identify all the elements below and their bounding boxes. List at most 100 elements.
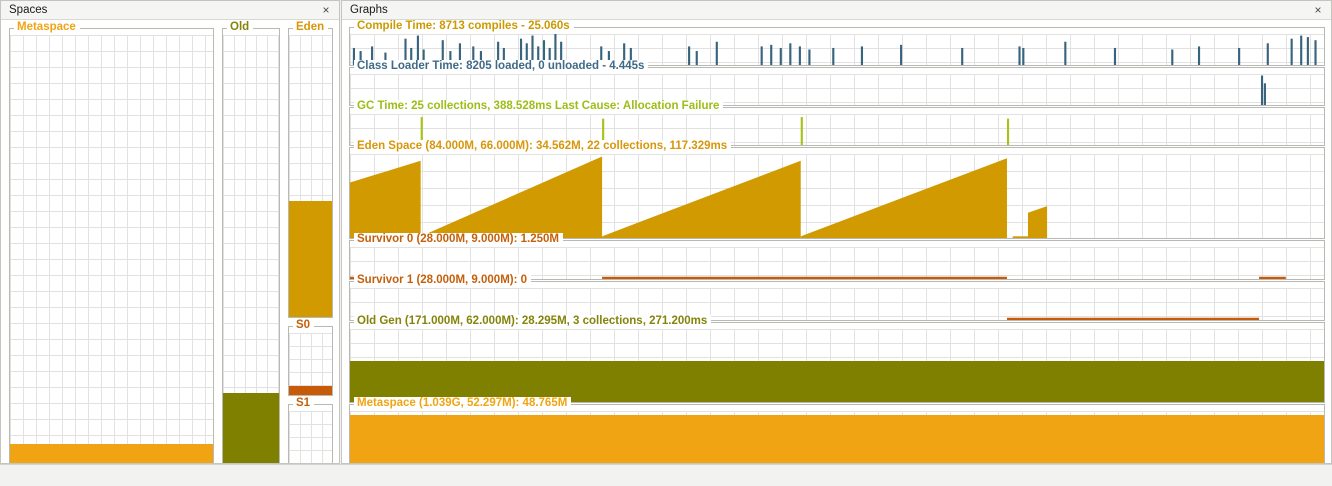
space-s0-fill xyxy=(289,386,332,395)
group-border-bottom xyxy=(349,238,1325,239)
grid-lines xyxy=(223,35,279,463)
group-border-bottom xyxy=(288,317,333,318)
graph-old-gen-canvas xyxy=(350,329,1324,402)
graphs-panel-title: Graphs xyxy=(350,4,388,16)
group-border-left xyxy=(349,322,350,403)
close-icon[interactable]: × xyxy=(1314,3,1322,17)
group-border-right xyxy=(1324,281,1325,321)
spaces-panel-body: Metaspace Old xyxy=(1,20,339,463)
grid-lines xyxy=(289,333,332,395)
group-border-right xyxy=(1324,27,1325,66)
group-border-top xyxy=(349,147,1325,148)
space-old[interactable]: Old xyxy=(222,21,280,463)
group-border-left xyxy=(349,27,350,66)
group-border-left xyxy=(349,107,350,146)
group-border-right xyxy=(1324,240,1325,280)
group-border-left xyxy=(349,404,350,463)
space-metaspace-canvas xyxy=(10,35,213,463)
graph-compile-time[interactable]: Compile Time: 8713 compiles - 25.060s xyxy=(349,20,1325,66)
graph-old-gen[interactable]: Old Gen (171.000M, 62.000M): 28.295M, 3 … xyxy=(349,315,1325,403)
group-border-bottom xyxy=(288,395,333,396)
graphs-panel-titlebar: Graphs × xyxy=(342,1,1331,20)
graph-class-loader-time-title: Class Loader Time: 8205 loaded, 0 unload… xyxy=(354,60,649,73)
graph-gc-time[interactable]: GC Time: 25 collections, 388.528ms Last … xyxy=(349,100,1325,146)
group-border-bottom xyxy=(349,105,1325,106)
group-border-right xyxy=(279,28,280,463)
graph-class-loader-time-plot xyxy=(350,74,1324,105)
space-old-canvas xyxy=(223,35,279,463)
group-border-left xyxy=(288,28,289,318)
group-border-right xyxy=(332,404,333,463)
grid-lines xyxy=(350,74,1324,105)
group-border-bottom xyxy=(349,65,1325,66)
graph-metaspace-title: Metaspace (1.039G, 52.297M): 48.765M xyxy=(354,397,572,410)
group-border-top xyxy=(349,67,1325,68)
grid-lines xyxy=(289,411,332,463)
group-border-top xyxy=(9,28,214,29)
group-border-right xyxy=(1324,404,1325,463)
space-s1-label: S1 xyxy=(293,397,315,410)
space-metaspace[interactable]: Metaspace xyxy=(9,21,214,463)
group-border-top xyxy=(349,322,1325,323)
space-eden-canvas xyxy=(289,35,332,317)
grid-lines xyxy=(350,288,1324,320)
group-border-right xyxy=(213,28,214,463)
group-border-right xyxy=(332,326,333,396)
group-border-right xyxy=(1324,147,1325,239)
graph-gc-time-title: GC Time: 25 collections, 388.528ms Last … xyxy=(354,100,724,113)
graph-class-loader-time-canvas xyxy=(350,74,1324,105)
group-border-left xyxy=(349,147,350,239)
group-border-left xyxy=(222,28,223,463)
graphs-panel-body: Compile Time: 8713 compiles - 25.060s Cl… xyxy=(342,20,1331,463)
graph-survivor-1-title: Survivor 1 (28.000M, 9.000M): 0 xyxy=(354,274,532,287)
space-old-fill xyxy=(223,393,279,463)
graph-class-loader-time[interactable]: Class Loader Time: 8205 loaded, 0 unload… xyxy=(349,60,1325,106)
group-border-left xyxy=(349,281,350,321)
graph-survivor-0-canvas xyxy=(350,247,1324,279)
group-border-left xyxy=(349,67,350,106)
graph-compile-time-plot xyxy=(350,34,1324,65)
group-border-right xyxy=(332,28,333,318)
group-border-bottom xyxy=(349,279,1325,280)
graph-metaspace-fill xyxy=(350,415,1324,463)
graph-metaspace[interactable]: Metaspace (1.039G, 52.297M): 48.765M xyxy=(349,397,1325,463)
group-border-top xyxy=(349,404,1325,405)
group-border-left xyxy=(349,240,350,280)
graph-compile-time-title: Compile Time: 8713 compiles - 25.060s xyxy=(354,20,574,33)
grid-lines xyxy=(350,34,1324,65)
grid-lines xyxy=(350,114,1324,145)
graph-eden-space-plot xyxy=(350,154,1324,238)
space-s1[interactable]: S1 xyxy=(288,397,333,463)
group-border-bottom xyxy=(349,402,1325,403)
space-eden[interactable]: Eden xyxy=(288,21,333,318)
group-border-top xyxy=(349,27,1325,28)
group-border-left xyxy=(9,28,10,463)
graph-gc-time-canvas xyxy=(350,114,1324,145)
graph-survivor-1[interactable]: Survivor 1 (28.000M, 9.000M): 0 xyxy=(349,274,1325,321)
status-bar xyxy=(0,464,1332,486)
graph-gc-time-plot xyxy=(350,114,1324,145)
grid-lines xyxy=(10,35,213,463)
space-s0-canvas xyxy=(289,333,332,395)
space-s1-canvas xyxy=(289,411,332,463)
group-border-left xyxy=(288,326,289,396)
space-eden-label: Eden xyxy=(293,21,329,34)
graph-metaspace-canvas xyxy=(350,411,1324,463)
space-s0-label: S0 xyxy=(293,319,315,332)
group-border-top xyxy=(349,281,1325,282)
group-border-right xyxy=(1324,67,1325,106)
space-metaspace-label: Metaspace xyxy=(14,21,80,34)
space-s0[interactable]: S0 xyxy=(288,319,333,396)
graph-eden-space[interactable]: Eden Space (84.000M, 66.000M): 34.562M, … xyxy=(349,140,1325,239)
group-border-top xyxy=(349,240,1325,241)
graph-old-gen-title: Old Gen (171.000M, 62.000M): 28.295M, 3 … xyxy=(354,315,712,328)
graph-survivor-0-title: Survivor 0 (28.000M, 9.000M): 1.250M xyxy=(354,233,563,246)
spaces-panel-title: Spaces xyxy=(9,4,48,16)
spaces-panel: Spaces × Metaspace xyxy=(0,0,340,464)
grid-lines xyxy=(350,247,1324,279)
space-eden-fill xyxy=(289,201,332,317)
close-icon[interactable]: × xyxy=(322,3,330,17)
graph-eden-space-title: Eden Space (84.000M, 66.000M): 34.562M, … xyxy=(354,140,732,153)
graph-survivor-0[interactable]: Survivor 0 (28.000M, 9.000M): 1.250M xyxy=(349,233,1325,280)
